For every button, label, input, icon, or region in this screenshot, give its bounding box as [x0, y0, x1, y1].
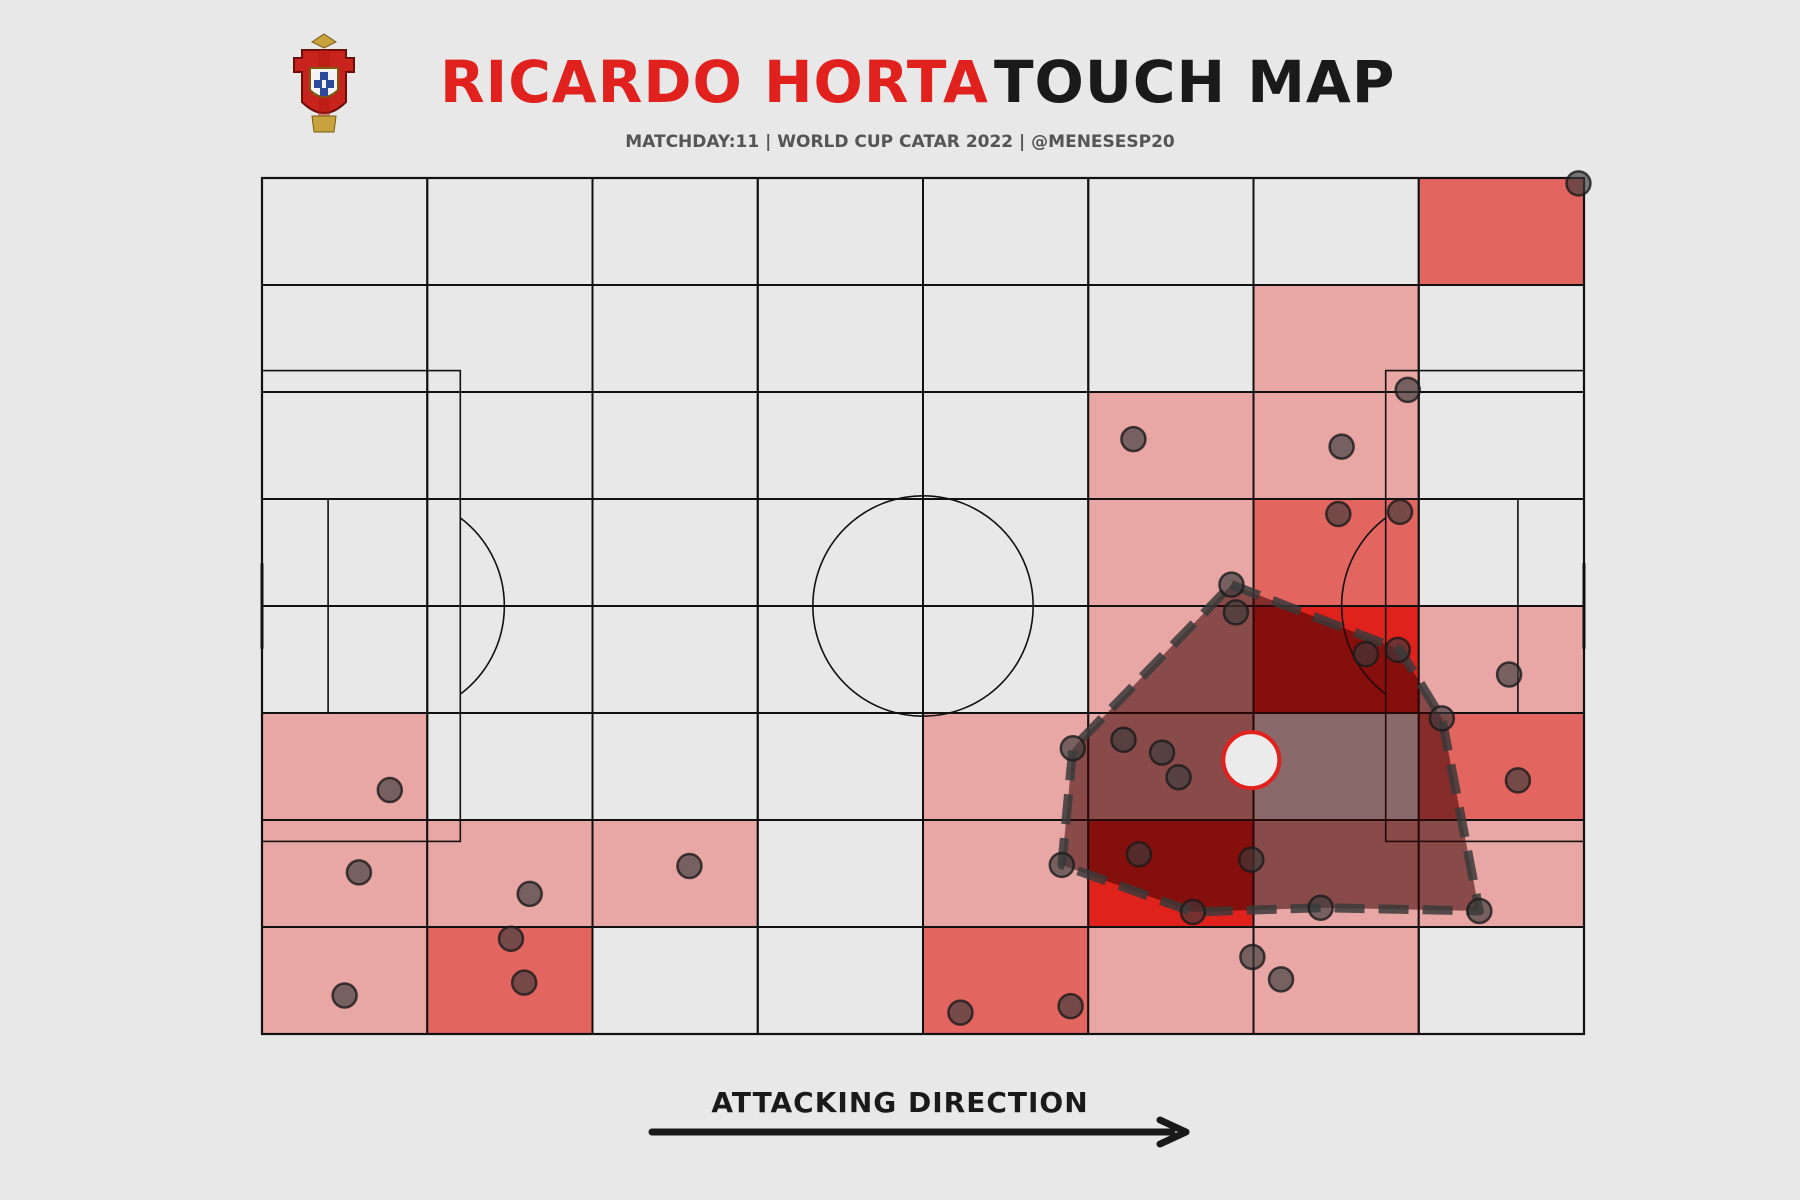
left-penalty-arc [459, 517, 506, 695]
heatmap-bin [922, 284, 1090, 393]
heatmap-bin [1087, 926, 1255, 1035]
heatmap-bin [756, 498, 924, 607]
heatmap-bin [426, 177, 594, 286]
heatmap-bin [1087, 498, 1255, 607]
touch-point [1110, 726, 1137, 753]
touch-point [376, 776, 404, 804]
touch-point [1057, 992, 1084, 1020]
touch-point [516, 880, 543, 908]
touch-point [947, 999, 974, 1026]
heatmap-bin [591, 391, 759, 500]
chart-title: RICARDO HORTA TOUCH MAP [440, 48, 1394, 116]
heatmap-bin [756, 819, 924, 928]
touch-point [1384, 636, 1412, 664]
heatmap-bin [1417, 605, 1585, 714]
heatmap-bin [1252, 177, 1420, 286]
heatmap-bin [1252, 284, 1420, 393]
heatmap-bin [1087, 284, 1255, 393]
heatmap-bin [1417, 177, 1585, 286]
touch-point [510, 969, 538, 996]
touch-point [331, 982, 358, 1009]
heatmap-bin [591, 498, 759, 607]
heatmap-bin [261, 819, 429, 928]
touch-point [345, 859, 373, 886]
heatmap-bin [1417, 284, 1585, 393]
touch-point [1125, 840, 1153, 868]
touch-point [1165, 763, 1192, 791]
heatmap-bin [426, 498, 594, 607]
touch-point [676, 852, 703, 880]
centre-circle [812, 495, 1034, 717]
heatmap-bin [922, 177, 1090, 286]
heatmap-bin [922, 605, 1090, 714]
heatmap-bin [426, 819, 594, 928]
heatmap-bin [426, 284, 594, 393]
touch-point [1328, 433, 1355, 460]
heatmap-bin [756, 391, 924, 500]
heatmap-bin [261, 926, 429, 1035]
heatmap-bin [261, 391, 429, 500]
touch-point [1504, 767, 1532, 794]
heatmap-bin [426, 605, 594, 714]
touch-point [1267, 966, 1295, 993]
touch-point [1048, 851, 1076, 879]
heatmap-bin [426, 712, 594, 821]
heatmap-bin [591, 712, 759, 821]
touch-point [1179, 898, 1207, 926]
heatmap-bin [756, 284, 924, 393]
average-position [1221, 730, 1282, 791]
heatmap-bin [591, 926, 759, 1035]
heatmap-bin [1087, 391, 1255, 500]
heatmap-bin [1417, 498, 1585, 607]
touch-point [1386, 498, 1414, 526]
heatmap-bin [261, 177, 429, 286]
touch-point [1148, 739, 1176, 766]
heatmap-bin [261, 712, 429, 821]
heatmap-bin [756, 712, 924, 821]
heatmap-bin [591, 605, 759, 714]
heatmap-bin [591, 177, 759, 286]
touch-point [1239, 943, 1266, 971]
touch-point [1307, 894, 1334, 921]
heatmap-bin [756, 926, 924, 1035]
heatmap-bin [261, 284, 429, 393]
touch-point [1428, 705, 1456, 732]
portugal-federation-crest-icon [284, 32, 364, 136]
heatmap-bin [261, 605, 429, 714]
touch-point [1466, 897, 1493, 925]
touch-point [1394, 376, 1421, 404]
heatmap-bin [1087, 177, 1255, 286]
touch-point [1325, 500, 1352, 528]
heatmap-bin [1417, 926, 1585, 1035]
touch-point [497, 925, 525, 953]
heatmap-bin [261, 498, 429, 607]
touch-point [1218, 571, 1245, 598]
chart-subtitle: MATCHDAY:11 | WORLD CUP CATAR 2022 | @ME… [625, 132, 1175, 152]
heatmap-bin [756, 605, 924, 714]
heatmap-bin [922, 391, 1090, 500]
pitch-lines [260, 176, 1586, 1036]
heatmap-bin [1417, 391, 1585, 500]
title-suffix: TOUCH MAP [993, 48, 1396, 116]
heatmap-bin [426, 391, 594, 500]
heatmap-bin [922, 498, 1090, 607]
touch-point [1222, 599, 1250, 626]
attacking-direction-label: ATTACKING DIRECTION [711, 1086, 1089, 1119]
heatmap-bin [922, 926, 1090, 1035]
title-player-name: RICARDO HORTA [440, 48, 989, 116]
touch-point [1120, 425, 1147, 453]
average-position-marker [1221, 730, 1282, 791]
heatmap-bin [591, 284, 759, 393]
touch-point [1059, 735, 1087, 762]
heatmap-bin [591, 819, 759, 928]
touch-point [1238, 846, 1265, 873]
touch-points [331, 170, 1592, 1026]
touch-point [1352, 640, 1380, 668]
heatmap-bin [756, 177, 924, 286]
touch-point [1565, 170, 1592, 197]
touch-point [1495, 661, 1523, 688]
